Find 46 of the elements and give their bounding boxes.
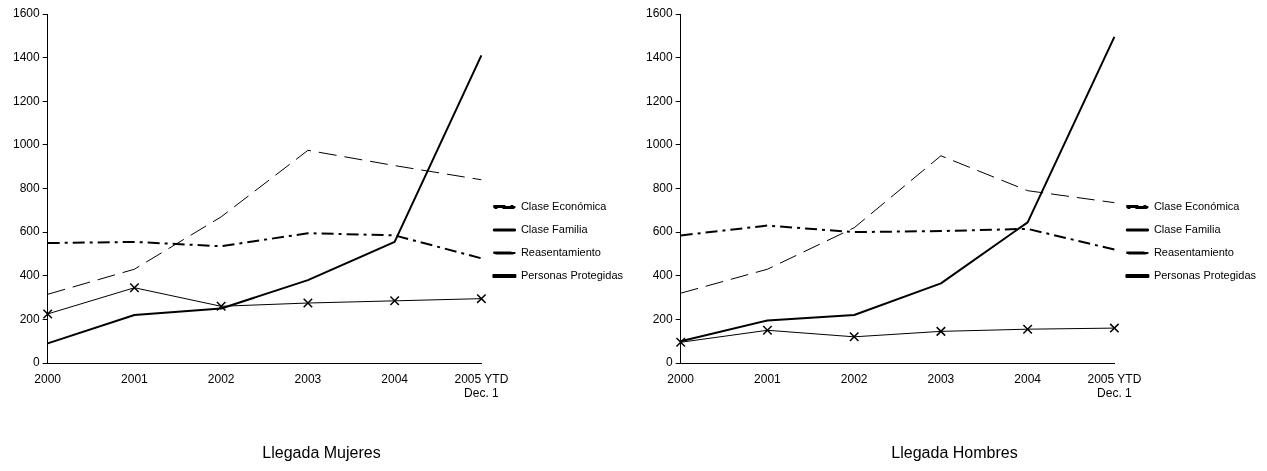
y-tick-label: 1600 [645, 6, 674, 21]
point [476, 293, 487, 304]
y-tick-label: 200 [652, 311, 674, 326]
y-tick-label: 800 [652, 180, 674, 195]
y-tick-label: 200 [19, 311, 41, 326]
y-tick-label: 0 [33, 355, 41, 370]
legend-label: Personas Protegidas [520, 269, 624, 282]
x-tick-label: 2000 [34, 371, 62, 386]
point [216, 301, 227, 312]
y-tick-label: 1000 [645, 137, 674, 152]
y-tick-label: 1400 [645, 49, 674, 64]
x-tick-label: 2003 [294, 371, 322, 386]
y-tick-label: 1200 [12, 93, 41, 108]
text: Llegada Mujeres [262, 443, 381, 461]
legend-label: Reasentamiento [1153, 246, 1234, 259]
x-tick-label: 2002 [840, 371, 868, 386]
x-tick-label: 2004 [381, 371, 409, 386]
y-tick-label: 600 [19, 224, 41, 239]
x-tick-label: 2003 [927, 371, 955, 386]
legend-label: Personas Protegidas [1153, 269, 1257, 282]
legend-label: Clase Familia [520, 223, 589, 236]
y-tick-label: 1000 [12, 137, 41, 152]
x-tick-label: 2002 [207, 371, 235, 386]
legend-label: Clase Económica [1153, 200, 1241, 213]
legend-label: Clase Familia [1153, 223, 1222, 236]
point [129, 282, 140, 293]
x-tick-label: 2004 [1014, 371, 1042, 386]
x-tick-label: 2001 [754, 371, 782, 386]
text: Llegada Hombres [891, 443, 1018, 461]
x-tick-label: 2001 [121, 371, 149, 386]
y-tick-label: 0 [666, 355, 674, 370]
x-tick-label: 2005 YTD Dec. 1 [1087, 371, 1142, 400]
point [42, 308, 53, 319]
y-tick-label: 800 [19, 180, 41, 195]
y-tick-label: 400 [652, 268, 674, 283]
y-tick-label: 1400 [12, 49, 41, 64]
point [389, 295, 400, 306]
x-tick-label: 2005 YTD Dec. 1 [454, 371, 509, 400]
y-tick-label: 400 [19, 268, 41, 283]
y-tick-label: 1600 [12, 6, 41, 21]
legend-label: Clase Económica [520, 200, 608, 213]
point [302, 298, 313, 309]
x-tick-label: 2000 [667, 371, 695, 386]
y-tick-label: 600 [652, 224, 674, 239]
y-tick-label: 1200 [645, 93, 674, 108]
legend-label: Reasentamiento [520, 246, 601, 259]
